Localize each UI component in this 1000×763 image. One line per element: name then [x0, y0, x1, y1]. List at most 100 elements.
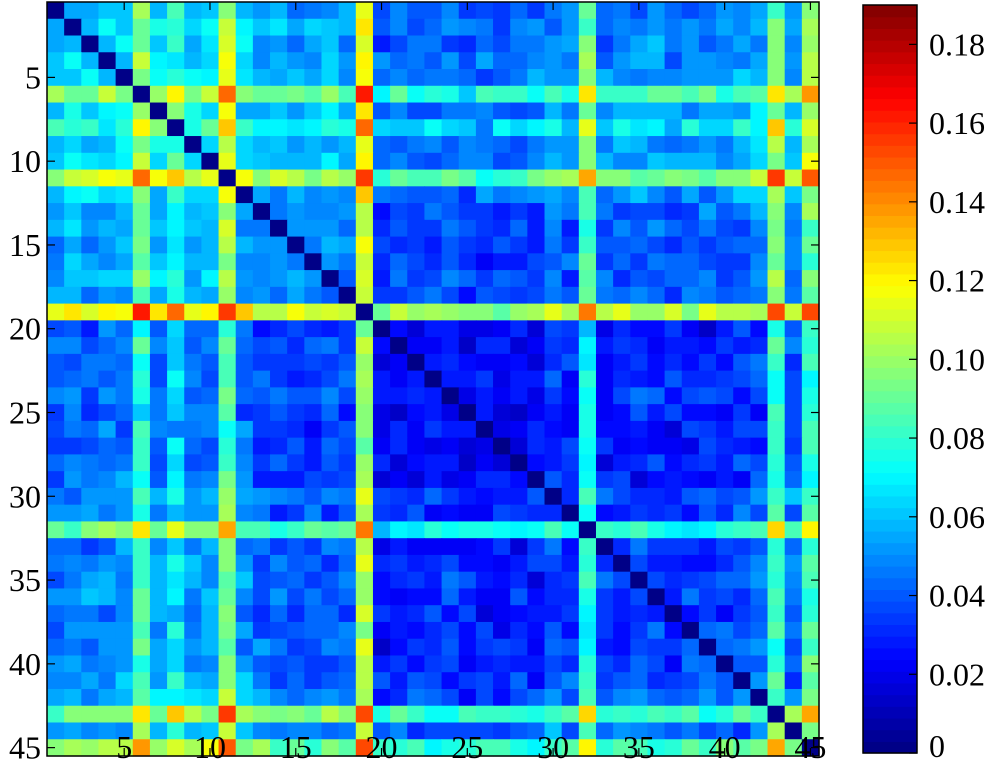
- heatmap-cell: [561, 119, 580, 137]
- heatmap-cell: [372, 286, 391, 305]
- heatmap-cell: [750, 420, 769, 439]
- heatmap-cell: [630, 638, 649, 657]
- heatmap-cell: [149, 404, 168, 422]
- heatmap-cell: [270, 621, 288, 640]
- heatmap-cell: [149, 672, 168, 690]
- heatmap-cell: [115, 571, 134, 590]
- heatmap-cell: [544, 370, 563, 388]
- heatmap-cell: [630, 487, 649, 506]
- heatmap-cell: [98, 504, 117, 523]
- heatmap-cell: [218, 203, 237, 221]
- heatmap-cell: [527, 588, 546, 606]
- heatmap-cell: [270, 203, 288, 221]
- heatmap-cell: [475, 203, 494, 221]
- heatmap-cell: [98, 739, 117, 757]
- heatmap-cell: [81, 722, 100, 740]
- heatmap-cell: [578, 69, 597, 87]
- heatmap-cell: [390, 286, 408, 305]
- heatmap-cell: [681, 353, 700, 372]
- heatmap-cell: [801, 102, 820, 120]
- heatmap-cell: [149, 303, 168, 321]
- heatmap-cell: [630, 672, 649, 690]
- heatmap-cell: [613, 705, 631, 724]
- heatmap-cell: [372, 621, 391, 640]
- heatmap-cell: [184, 236, 202, 254]
- heatmap-cell: [647, 387, 666, 405]
- heatmap-cell: [750, 638, 769, 657]
- heatmap-cell: [132, 521, 151, 539]
- heatmap-cell: [595, 52, 614, 70]
- heatmap-cell: [184, 353, 202, 372]
- heatmap-cell: [270, 236, 288, 254]
- heatmap-cell: [493, 538, 511, 556]
- heatmap-cell: [235, 102, 254, 120]
- heatmap-cell: [716, 102, 734, 120]
- y-tick-label: 35: [9, 562, 41, 598]
- heatmap-cell: [493, 136, 511, 154]
- heatmap-cell: [475, 554, 494, 573]
- heatmap-cell: [561, 203, 580, 221]
- heatmap-cell: [64, 203, 82, 221]
- colorbar-segment: [863, 227, 917, 240]
- heatmap-cell: [321, 186, 340, 204]
- heatmap-cell: [750, 119, 769, 137]
- heatmap-cell: [287, 320, 305, 338]
- heatmap-cell: [578, 437, 597, 455]
- heatmap-cell: [81, 538, 100, 556]
- colorbar-segment: [863, 367, 917, 380]
- heatmap-cell: [595, 705, 614, 724]
- heatmap-cell: [407, 387, 426, 405]
- heatmap-cell: [424, 471, 443, 489]
- heatmap-cell: [475, 387, 494, 405]
- heatmap-cell: [167, 102, 185, 120]
- heatmap-cell: [527, 52, 546, 70]
- heatmap-cell: [561, 739, 580, 757]
- heatmap-cell: [372, 538, 391, 556]
- heatmap-cell: [98, 18, 117, 37]
- heatmap-cell: [750, 18, 769, 37]
- heatmap-cell: [167, 705, 185, 724]
- heatmap-cell: [64, 387, 82, 405]
- heatmap-cell: [527, 119, 546, 137]
- heatmap-cell: [681, 571, 700, 590]
- heatmap-cell: [595, 337, 614, 355]
- heatmap-cell: [578, 672, 597, 690]
- heatmap-cell: [784, 253, 803, 271]
- heatmap-cell: [664, 337, 683, 355]
- heatmap-cell: [252, 705, 271, 724]
- heatmap-cell: [527, 353, 546, 372]
- heatmap-cell: [578, 370, 597, 388]
- colorbar-segment: [863, 156, 917, 170]
- heatmap-cell: [115, 102, 134, 120]
- heatmap-cell: [149, 605, 168, 623]
- heatmap-cell: [201, 169, 220, 187]
- heatmap-cell: [355, 102, 374, 120]
- heatmap-cell: [544, 588, 563, 606]
- heatmap-cell: [184, 102, 202, 120]
- heatmap-cell: [630, 471, 649, 489]
- heatmap-cell: [201, 588, 220, 606]
- heatmap-cell: [630, 152, 649, 171]
- heatmap-cell: [475, 186, 494, 204]
- heatmap-cell: [578, 588, 597, 606]
- heatmap-cell: [252, 487, 271, 506]
- heatmap-cell: [321, 253, 340, 271]
- heatmap-cell: [218, 219, 237, 238]
- heatmap-cell: [595, 236, 614, 254]
- heatmap-cell: [338, 270, 357, 288]
- heatmap-cell: [424, 136, 443, 154]
- heatmap-cell: [647, 169, 666, 187]
- heatmap-cell: [252, 52, 271, 70]
- heatmap-cell: [441, 739, 460, 757]
- heatmap-cell: [115, 504, 134, 523]
- heatmap-cell: [115, 236, 134, 254]
- heatmap-cell: [167, 672, 185, 690]
- heatmap-cell: [441, 454, 460, 472]
- heatmap-cell: [304, 638, 323, 657]
- heatmap-cell: [424, 169, 443, 187]
- heatmap-cell: [252, 136, 271, 154]
- heatmap-cell: [716, 387, 734, 405]
- heatmap-cell: [287, 152, 305, 171]
- heatmap-cell: [64, 353, 82, 372]
- heatmap-cell: [716, 35, 734, 53]
